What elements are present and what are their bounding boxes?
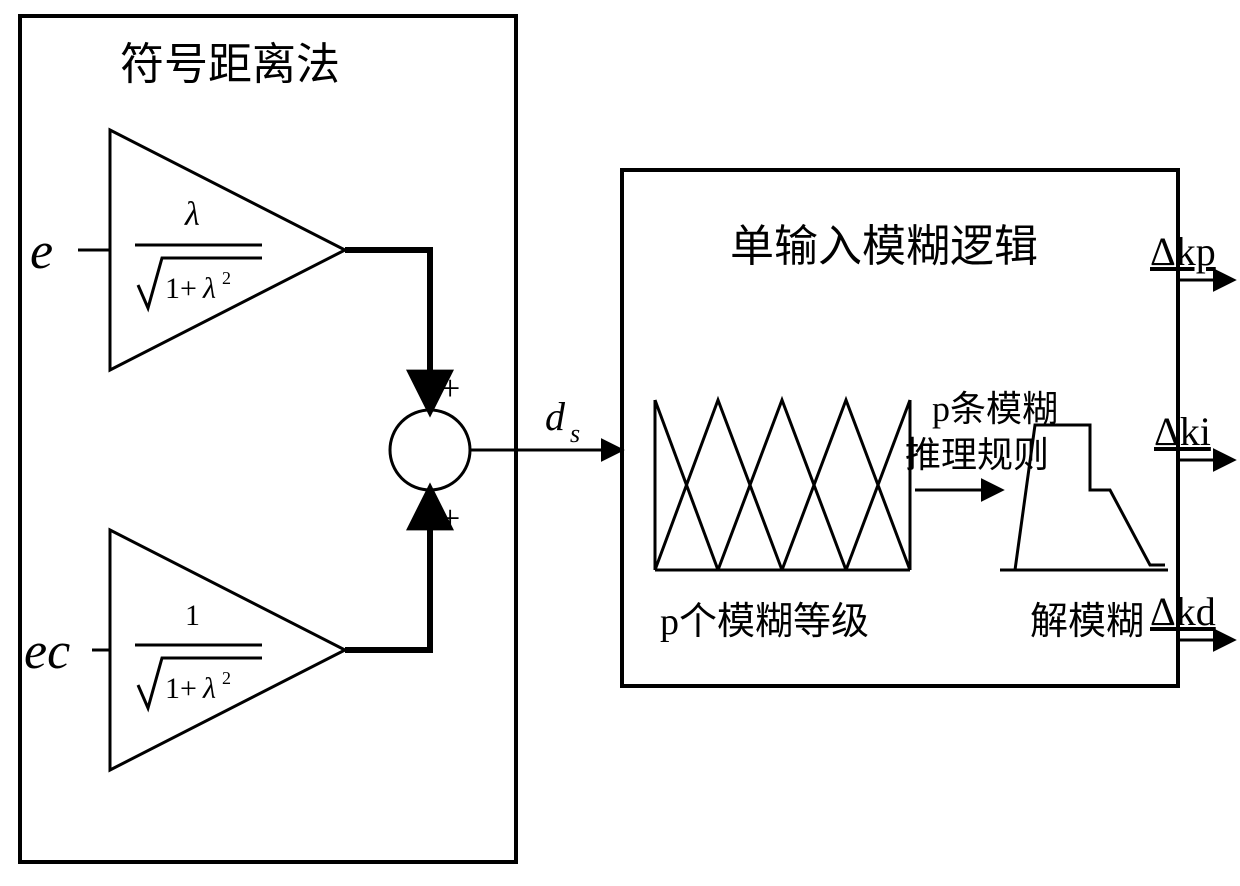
svg-text:d: d xyxy=(545,394,566,439)
rules-label-1: p条模糊 xyxy=(932,380,1058,432)
right-box-title: 单输入模糊逻辑 xyxy=(730,210,1038,274)
signed-distance-box xyxy=(18,14,518,864)
output-ki: Δki xyxy=(1154,408,1211,455)
diagram-canvas: λ 1+ λ 2 1 1+ λ 2 + + xyxy=(0,0,1240,886)
output-kd: Δkd xyxy=(1150,588,1216,635)
defuzz-label: 解模糊 xyxy=(1030,590,1144,645)
membership-label: p个模糊等级 xyxy=(660,590,869,645)
input-ec: ec xyxy=(24,622,70,681)
svg-text:s: s xyxy=(570,419,580,448)
left-box-title: 符号距离法 xyxy=(120,28,340,92)
input-e: e xyxy=(30,222,53,281)
output-kp: Δkp xyxy=(1150,228,1216,275)
rules-label-2: 推理规则 xyxy=(905,426,1049,478)
